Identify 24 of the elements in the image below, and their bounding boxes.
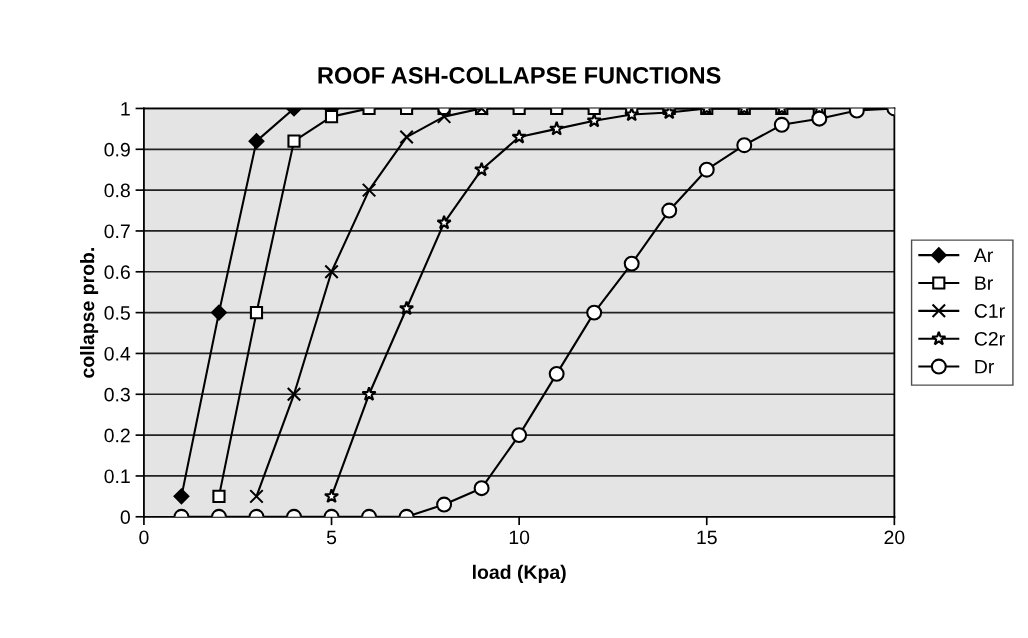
y-tick-label: 0.7: [104, 224, 130, 239]
x-tick-label: 10: [509, 530, 530, 545]
x-axis-title: load (Kpa): [472, 564, 566, 583]
legend-label: C2r: [974, 331, 1005, 346]
x-tick-label: 0: [139, 530, 149, 545]
legend-label: Br: [975, 276, 993, 290]
y-tick-label: 0.1: [104, 469, 130, 484]
y-tick-label: 0.4: [104, 346, 131, 361]
legend-label: C1r: [974, 304, 1005, 318]
y-tick-label: 0.8: [104, 183, 130, 198]
y-axis-title: collapse prob.: [80, 248, 99, 378]
y-tick-label: 0.9: [104, 142, 130, 157]
legend-label: Ar: [973, 248, 993, 262]
chart-title: ROOF ASH-COLLAPSE FUNCTIONS: [318, 66, 721, 84]
y-tick-label: 0.2: [104, 428, 130, 443]
y-tick-label: 0: [120, 510, 130, 525]
x-tick-label: 15: [697, 530, 717, 545]
y-tick-label: 0.6: [104, 265, 130, 280]
x-tick-label: 5: [326, 530, 337, 545]
y-tick-label: 0.5: [104, 306, 130, 320]
legend-label: Dr: [975, 359, 994, 374]
y-tick-label: 1: [121, 102, 130, 116]
x-tick-label: 20: [884, 530, 905, 545]
y-tick-label: 0.3: [104, 387, 130, 402]
